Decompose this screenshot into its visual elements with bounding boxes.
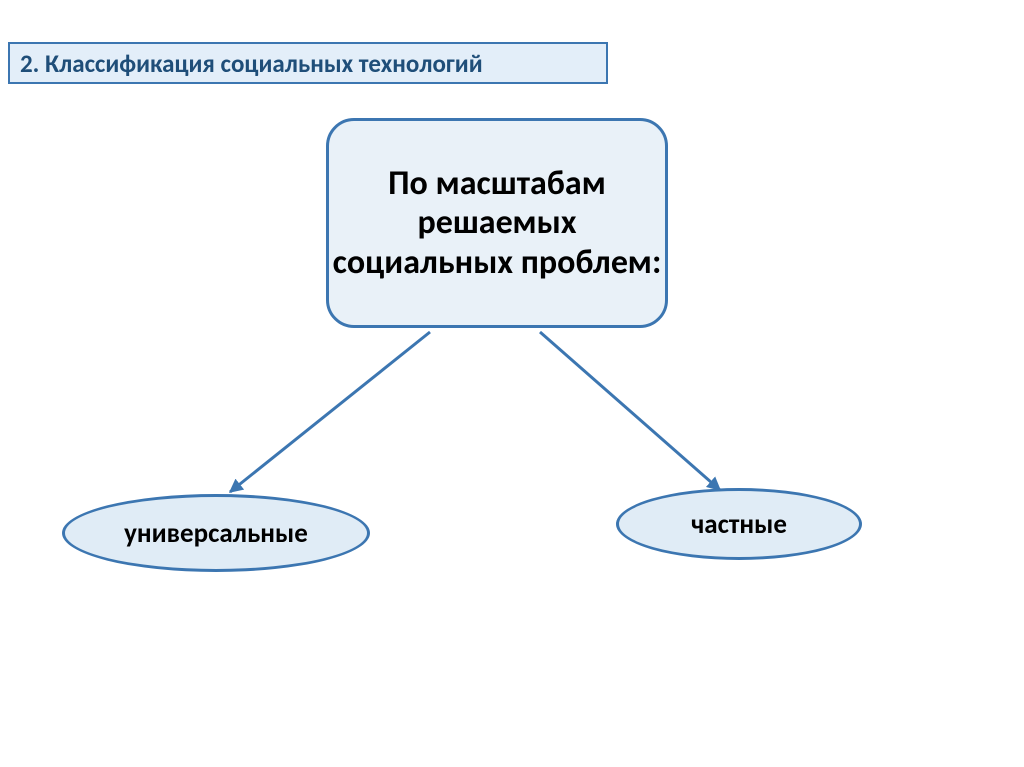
root-node: По масштабам решаемых социальных проблем… — [326, 118, 668, 328]
child-node-right: частные — [616, 488, 862, 560]
root-node-text: По масштабам решаемых социальных проблем… — [329, 164, 665, 281]
section-title-text: 2. Классификация социальных технологий — [20, 48, 483, 79]
child-node-left: универсальные — [62, 494, 370, 572]
section-title: 2. Классификация социальных технологий — [8, 42, 608, 84]
child-node-left-text: универсальные — [124, 517, 308, 550]
connector-arrows — [0, 0, 1024, 767]
child-node-right-text: частные — [691, 508, 787, 541]
